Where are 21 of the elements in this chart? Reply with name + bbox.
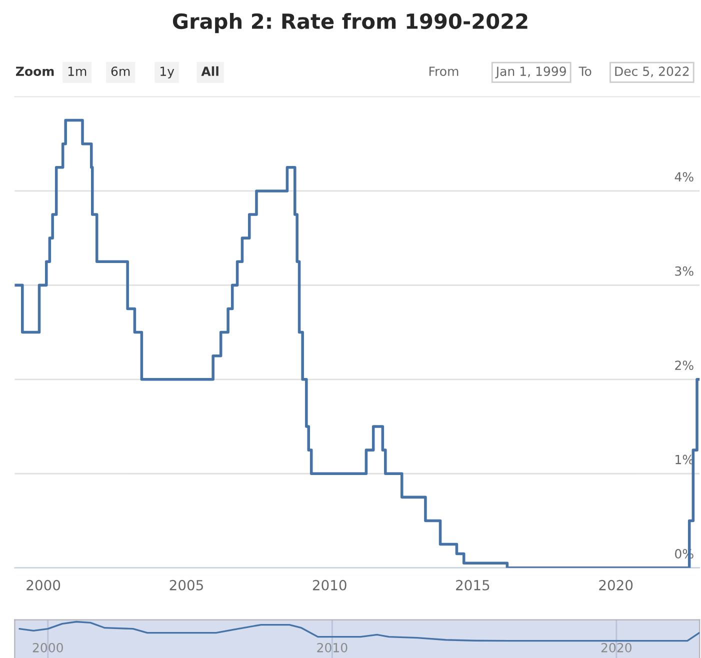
x-tick-label: 2010 [312,580,346,590]
text: 1y [160,66,174,78]
x-tick-label: 2015 [456,580,490,590]
x-tick-label: 2000 [32,642,63,652]
text: To [578,66,592,76]
y-tick-label: 3% [675,266,694,276]
chart-title: Graph 2: Rate from 1990-2022 [172,12,528,34]
text: 6m [111,66,130,76]
text: Zoom [16,66,54,76]
x-tick-label: 2020 [599,580,633,590]
x-tick-label: 2005 [170,580,203,590]
x-tick-label: 2020 [601,642,632,652]
text: All [201,66,218,76]
y-tick-label: 4% [674,172,694,182]
y-tick-label: 2% [675,360,694,370]
text: Dec 5, 2022 [615,66,689,78]
text: From [429,66,458,76]
x-tick-label: 2010 [317,642,348,652]
text: 1m [68,66,86,76]
text: Jan 1, 1999 [495,66,566,78]
x-tick-label: 2000 [26,580,60,590]
